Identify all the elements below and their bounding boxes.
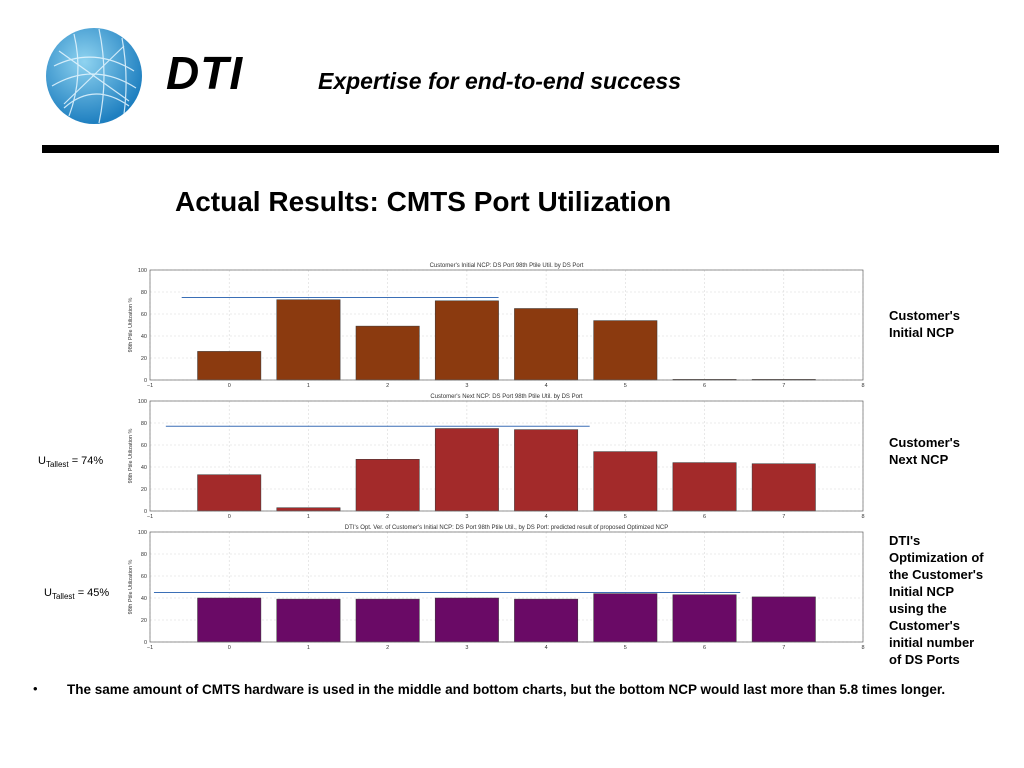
chart-title: Customer's Next NCP: DS Port 98th Ptile … — [430, 394, 583, 400]
x-tick-label: 4 — [545, 514, 548, 520]
x-tick-label: 5 — [624, 645, 627, 651]
y-axis-label: 98th Ptile Utilization % — [128, 429, 134, 484]
bar — [672, 594, 737, 643]
x-tick-label: 8 — [861, 645, 864, 651]
side-label-initial-ncp: Customer's Initial NCP — [889, 308, 960, 340]
bar — [434, 597, 499, 643]
chart-title: DTI's Opt. Ver. of Customer's Initial NC… — [345, 525, 668, 531]
plot-frame — [149, 531, 864, 643]
x-tick-label: 1 — [307, 383, 310, 389]
plot-frame — [149, 269, 864, 381]
x-tick-label: −1 — [147, 383, 153, 389]
x-tick-label: 1 — [307, 645, 310, 651]
x-tick-label: −1 — [147, 645, 153, 651]
chart-dti-optimized-ncp: DTI's Opt. Ver. of Customer's Initial NC… — [128, 525, 865, 651]
y-tick-label: 20 — [141, 618, 147, 624]
y-tick-label: 40 — [141, 465, 147, 471]
y-tick-label: 100 — [138, 399, 147, 405]
x-tick-label: 8 — [861, 514, 864, 520]
x-tick-label: 2 — [386, 645, 389, 651]
bullet-dot: • — [33, 681, 38, 696]
bar — [276, 299, 341, 381]
bar — [434, 300, 499, 381]
y-tick-label: 40 — [141, 334, 147, 340]
slide-title: Actual Results: CMTS Port Utilization — [175, 186, 672, 217]
x-tick-label: 3 — [465, 383, 468, 389]
u-tallest-bottom: UTallest = 45% — [44, 587, 110, 602]
bar — [751, 596, 816, 643]
bar — [434, 428, 499, 512]
brand-name: DTI — [166, 47, 244, 99]
side-label-dti-optimization: DTI's Optimization of the Customer's Ini… — [889, 533, 984, 667]
x-tick-label: 6 — [703, 383, 706, 389]
y-axis-label: 98th Ptile Utilization % — [128, 298, 134, 353]
bar — [355, 459, 420, 512]
y-tick-label: 60 — [141, 574, 147, 580]
bar — [593, 320, 658, 381]
bar — [514, 308, 579, 381]
bar — [514, 429, 579, 512]
chart-initial-ncp: Customer's Initial NCP: DS Port 98th Pti… — [128, 263, 865, 389]
y-tick-label: 80 — [141, 552, 147, 558]
x-tick-label: 4 — [545, 383, 548, 389]
x-tick-label: 6 — [703, 645, 706, 651]
x-tick-label: 2 — [386, 383, 389, 389]
u-tallest-middle: UTallest = 74% — [38, 455, 104, 470]
y-tick-label: 0 — [144, 640, 147, 646]
y-tick-label: 100 — [138, 268, 147, 274]
x-tick-label: −1 — [147, 514, 153, 520]
y-tick-label: 100 — [138, 530, 147, 536]
bar — [197, 597, 262, 643]
chart-title: Customer's Initial NCP: DS Port 98th Pti… — [430, 263, 584, 269]
chart-next-ncp: Customer's Next NCP: DS Port 98th Ptile … — [128, 394, 865, 520]
x-tick-label: 8 — [861, 383, 864, 389]
y-tick-label: 40 — [141, 596, 147, 602]
tagline: Expertise for end-to-end success — [318, 68, 681, 94]
bullet-text: The same amount of CMTS hardware is used… — [67, 682, 946, 697]
x-tick-label: 7 — [782, 514, 785, 520]
bar — [514, 598, 579, 643]
x-tick-label: 4 — [545, 645, 548, 651]
y-tick-label: 80 — [141, 290, 147, 296]
dti-logo-icon — [46, 28, 142, 124]
x-tick-label: 1 — [307, 514, 310, 520]
plot-frame — [149, 400, 864, 512]
y-tick-label: 0 — [144, 509, 147, 515]
x-tick-label: 3 — [465, 514, 468, 520]
bar — [672, 462, 737, 512]
x-tick-label: 7 — [782, 383, 785, 389]
bar — [355, 598, 420, 643]
bar — [593, 451, 658, 512]
y-tick-label: 80 — [141, 421, 147, 427]
y-tick-label: 20 — [141, 487, 147, 493]
y-tick-label: 20 — [141, 356, 147, 362]
y-tick-label: 60 — [141, 443, 147, 449]
x-tick-label: 0 — [228, 645, 231, 651]
x-tick-label: 6 — [703, 514, 706, 520]
x-tick-label: 7 — [782, 645, 785, 651]
x-tick-label: 0 — [228, 514, 231, 520]
bar — [276, 598, 341, 643]
y-tick-label: 0 — [144, 378, 147, 384]
x-tick-label: 2 — [386, 514, 389, 520]
bar — [276, 507, 341, 512]
bar — [355, 325, 420, 381]
y-tick-label: 60 — [141, 312, 147, 318]
bar — [197, 474, 262, 512]
bar — [593, 593, 658, 643]
header-divider — [42, 145, 999, 153]
y-axis-label: 98th Ptile Utilization % — [128, 560, 134, 615]
x-tick-label: 5 — [624, 383, 627, 389]
side-label-next-ncp: Customer's Next NCP — [889, 435, 960, 467]
x-tick-label: 3 — [465, 645, 468, 651]
bar — [751, 463, 816, 512]
x-tick-label: 0 — [228, 383, 231, 389]
x-tick-label: 5 — [624, 514, 627, 520]
bar — [197, 351, 262, 381]
